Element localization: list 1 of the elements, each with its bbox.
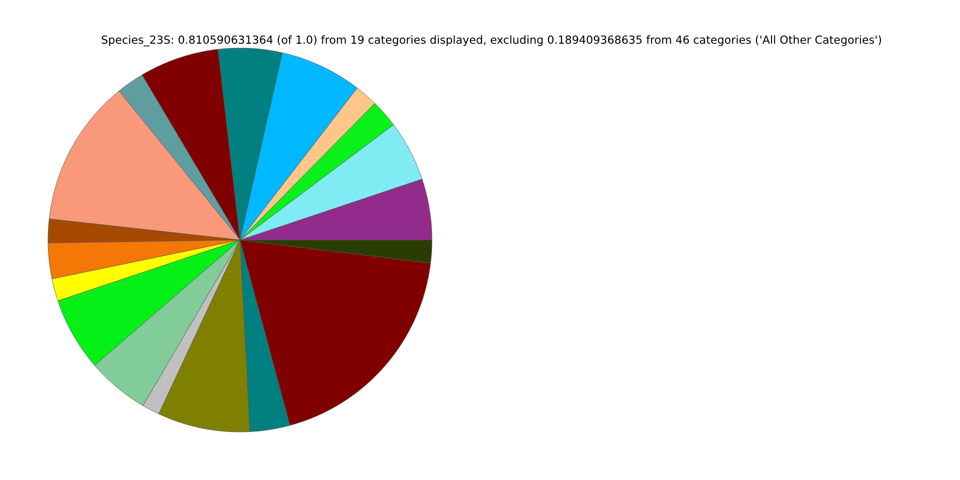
text: Species_23S: 0.810590631364 (of 1.0) from 19 categories displayed, excluding 0.189409368635 from 46 categories ('All Other Categories') bbox=[102, 35, 882, 46]
